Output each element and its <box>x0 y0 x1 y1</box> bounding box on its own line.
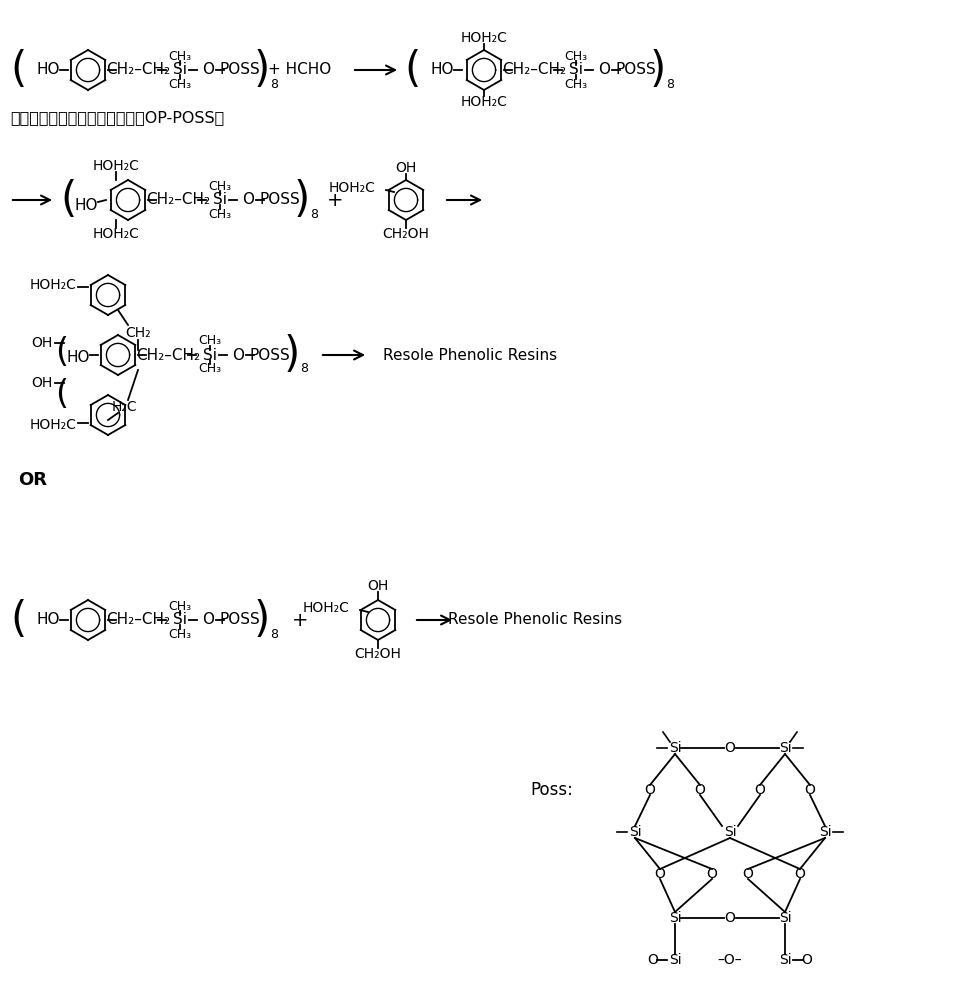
Text: CH₂–CH₂: CH₂–CH₂ <box>136 348 201 362</box>
Text: 8: 8 <box>270 628 278 641</box>
Text: CH₃: CH₃ <box>565 78 588 91</box>
Text: Si: Si <box>779 911 791 925</box>
Text: Si: Si <box>724 825 736 839</box>
Text: Resole Phenolic Resins: Resole Phenolic Resins <box>383 348 557 362</box>
Text: O: O <box>655 867 665 881</box>
Text: Si: Si <box>669 741 682 755</box>
Text: HOH₂C: HOH₂C <box>461 31 507 45</box>
Text: O: O <box>805 783 816 797</box>
Text: +: + <box>327 190 343 210</box>
Text: O: O <box>742 867 754 881</box>
Text: CH₃: CH₃ <box>208 180 231 192</box>
Text: HO: HO <box>37 612 60 628</box>
Text: HO: HO <box>74 198 97 213</box>
Text: HO: HO <box>67 350 90 364</box>
Text: OH: OH <box>367 579 388 593</box>
Text: HOH₂C: HOH₂C <box>30 278 77 292</box>
Text: Si: Si <box>173 612 187 628</box>
Text: Si: Si <box>173 62 187 78</box>
Text: ): ) <box>283 334 300 376</box>
Text: CH₂–CH₂: CH₂–CH₂ <box>146 192 210 208</box>
Text: HOH₂C: HOH₂C <box>93 159 140 173</box>
Text: Si: Si <box>569 62 583 78</box>
Text: O: O <box>794 867 806 881</box>
Text: Resole Phenolic Resins: Resole Phenolic Resins <box>448 612 622 628</box>
Text: CH₂OH: CH₂OH <box>355 647 401 661</box>
Text: OH: OH <box>32 376 53 390</box>
Text: H₂C: H₂C <box>111 400 137 414</box>
Text: HOH₂C: HOH₂C <box>329 181 376 195</box>
Text: CH₂–CH₂: CH₂–CH₂ <box>502 62 566 78</box>
Text: Poss:: Poss: <box>530 781 573 799</box>
Text: CH₃: CH₃ <box>199 334 222 348</box>
Text: CH₃: CH₃ <box>169 78 192 91</box>
Text: POSS: POSS <box>259 192 301 208</box>
Text: HOH₂C: HOH₂C <box>303 601 350 615</box>
Text: O: O <box>725 911 736 925</box>
Text: ): ) <box>254 599 270 641</box>
Text: 8: 8 <box>666 78 674 91</box>
Text: OR: OR <box>18 471 47 489</box>
Text: POSS: POSS <box>616 62 656 78</box>
Text: O: O <box>645 783 656 797</box>
Text: O: O <box>598 62 610 78</box>
Text: CH₃: CH₃ <box>208 208 231 221</box>
Text: Si: Si <box>818 825 831 839</box>
Text: O: O <box>648 953 658 967</box>
Text: (: ( <box>60 179 76 221</box>
Text: ): ) <box>650 49 666 91</box>
Text: HO: HO <box>37 62 60 78</box>
Text: HOH₂C: HOH₂C <box>30 418 77 432</box>
Text: CH₃: CH₃ <box>199 362 222 375</box>
Text: 8: 8 <box>300 362 308 375</box>
Text: (: ( <box>10 599 26 641</box>
Text: CH₃: CH₃ <box>169 599 192 612</box>
Text: OH: OH <box>395 161 416 175</box>
Text: HO: HO <box>430 62 454 78</box>
Text: O: O <box>242 192 254 208</box>
Text: HOH₂C: HOH₂C <box>93 227 140 241</box>
Text: HOH₂C: HOH₂C <box>461 95 507 109</box>
Text: + HCHO: + HCHO <box>268 62 332 78</box>
Text: O: O <box>725 741 736 755</box>
Text: 八酚羟基笼形低聚倍半硅氧烷（OP-POSS）: 八酚羟基笼形低聚倍半硅氧烷（OP-POSS） <box>10 110 225 125</box>
Text: ): ) <box>294 179 310 221</box>
Text: OH: OH <box>32 336 53 350</box>
Text: Si: Si <box>669 911 682 925</box>
Text: (: ( <box>56 336 68 369</box>
Text: (: ( <box>404 49 420 91</box>
Text: O: O <box>801 953 813 967</box>
Text: O: O <box>755 783 765 797</box>
Text: CH₂: CH₂ <box>125 326 150 340</box>
Text: CH₃: CH₃ <box>565 49 588 62</box>
Text: O: O <box>232 348 244 362</box>
Text: POSS: POSS <box>220 62 260 78</box>
Text: CH₂OH: CH₂OH <box>383 227 429 241</box>
Text: POSS: POSS <box>250 348 290 362</box>
Text: (: ( <box>10 49 26 91</box>
Text: O: O <box>202 62 214 78</box>
Text: 8: 8 <box>310 208 318 221</box>
Text: CH₂–CH₂: CH₂–CH₂ <box>106 62 170 78</box>
Text: (: ( <box>56 378 68 412</box>
Text: CH₂–CH₂: CH₂–CH₂ <box>106 612 170 628</box>
Text: Si: Si <box>213 192 227 208</box>
Text: Si: Si <box>203 348 217 362</box>
Text: O: O <box>695 783 706 797</box>
Text: O: O <box>202 612 214 628</box>
Text: –O–: –O– <box>717 953 742 967</box>
Text: POSS: POSS <box>220 612 260 628</box>
Text: +: + <box>292 610 308 630</box>
Text: O: O <box>707 867 717 881</box>
Text: 8: 8 <box>270 78 278 91</box>
Text: Si: Si <box>629 825 641 839</box>
Text: CH₃: CH₃ <box>169 628 192 641</box>
Text: Si: Si <box>779 741 791 755</box>
Text: CH₃: CH₃ <box>169 49 192 62</box>
Text: ): ) <box>254 49 270 91</box>
Text: Si: Si <box>779 953 791 967</box>
Text: Si: Si <box>669 953 682 967</box>
